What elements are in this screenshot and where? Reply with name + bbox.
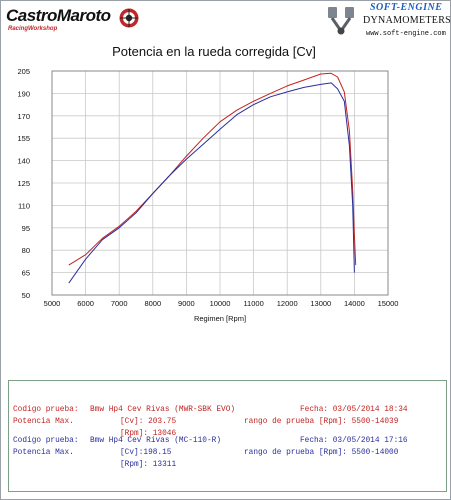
legend-entry-2-code-label: Codigo prueba:: [13, 437, 79, 445]
x-tick-label: 7000: [111, 299, 128, 308]
x-tick-label: 11000: [243, 299, 263, 308]
y-tick-label: 190: [17, 89, 30, 98]
x-tick-label: 14000: [344, 299, 365, 308]
chart-title: Potencia en la rueda corregida [Cv]: [112, 44, 316, 59]
chart-grid: [51, 70, 389, 296]
soft-engine-url: www.soft-engine.com: [366, 30, 446, 38]
x-tick-label: 8000: [144, 299, 161, 308]
chart-series: [68, 72, 357, 284]
wheel-icon: [119, 8, 139, 28]
legend-entry-2-range: rango de prueba [Rpm]: 5500-14000: [244, 449, 399, 457]
series-line-1: [68, 72, 357, 266]
power-chart: Potencia en la rueda corregida [Cv] 5000…: [17, 44, 399, 323]
legend-entry-2-code-value: Bmw Hp4 Cev Rivas (MC-110-R): [90, 437, 222, 445]
piston-emblem-icon: [328, 7, 354, 35]
x-tick-label: 12000: [277, 299, 298, 308]
y-tick-label: 140: [17, 157, 30, 166]
x-axis-label: Regimen [Rpm]: [194, 314, 246, 323]
x-tick-label: 13000: [310, 299, 331, 308]
x-axis-ticks: 5000 6000 7000 8000 9000 10000 11000 12000 13000…: [44, 299, 399, 308]
legend-entry-2-power-label: Potencia Max.: [13, 449, 74, 457]
legend-entry-1-power-value: [Cv]: 203.75: [120, 418, 177, 426]
legend-entry-2-power-value: [Cv]:198.15: [120, 449, 172, 457]
test-legend: Codigo prueba: Bmw Hp4 Cev Rivas (MWR-SB…: [8, 380, 447, 492]
y-tick-label: 65: [22, 269, 30, 278]
legend-entry-2-date: Fecha: 03/05/2014 17:16: [300, 437, 408, 445]
series-line-2: [68, 82, 355, 284]
legend-entry-1-power-label: Potencia Max.: [13, 418, 74, 426]
x-tick-label: 15000: [378, 299, 399, 308]
x-tick-label: 9000: [178, 299, 195, 308]
legend-entry-2-rpm: [Rpm]: 13311: [120, 461, 177, 469]
dynamometers-subtitle: DYNAMOMETERS: [363, 15, 451, 26]
y-tick-label: 95: [22, 224, 30, 233]
legend-entry-1-code-label: Codigo prueba:: [13, 406, 79, 414]
y-tick-label: 110: [18, 201, 30, 210]
legend-entry-1-range: rango de prueba [Rpm]: 5500-14039: [244, 418, 399, 426]
castromaroto-logo: CastroMaroto RacingWorkshop: [6, 4, 139, 38]
legend-entry-1-code-value: Bmw Hp4 Cev Rivas (MWR-SBK EVO): [90, 406, 236, 414]
soft-engine-logo: SOFT-ENGINE DYNAMOMETERS www.soft-engine…: [318, 2, 451, 42]
y-tick-label: 80: [22, 246, 30, 255]
x-tick-label: 5000: [44, 299, 61, 308]
plot-area-border: [51, 70, 389, 296]
castromaroto-logo-text: CastroMaroto: [6, 6, 111, 25]
y-tick-label: 50: [22, 291, 30, 300]
y-tick-label: 170: [17, 112, 30, 121]
legend-entry-1-rpm: [Rpm]: 13046: [120, 430, 177, 438]
legend-entry-1-date: Fecha: 03/05/2014 18:34: [300, 406, 408, 414]
y-axis-ticks: 50 65 80 95 110 125 140 155 170 190 205: [17, 67, 30, 300]
castromaroto-logo-subtitle: RacingWorkshop: [8, 26, 58, 32]
x-tick-label: 10000: [210, 299, 231, 308]
y-tick-label: 125: [17, 179, 30, 188]
x-tick-label: 6000: [77, 299, 94, 308]
y-tick-label: 155: [17, 134, 30, 143]
soft-engine-title: SOFT-ENGINE: [370, 2, 443, 13]
y-tick-label: 205: [17, 67, 30, 76]
